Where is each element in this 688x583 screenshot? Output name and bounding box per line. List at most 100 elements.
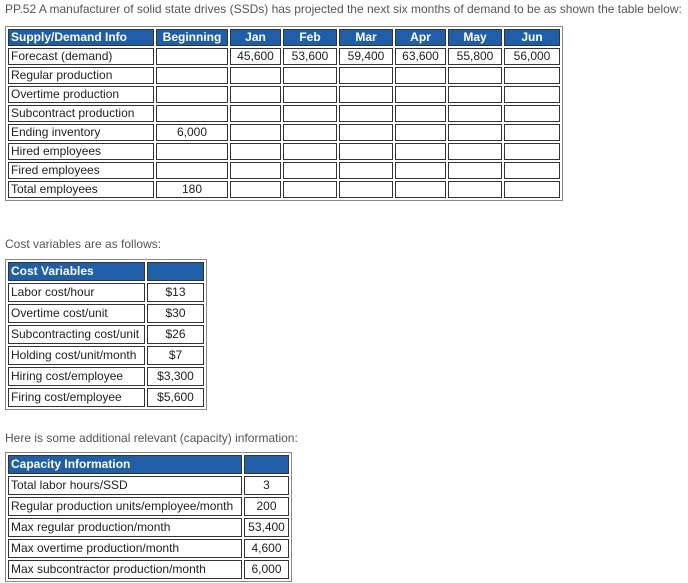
month-cell — [339, 124, 393, 141]
value-cell: $5,600 — [147, 388, 204, 407]
row-label: Overtime production — [8, 86, 154, 103]
month-cell: 53,600 — [283, 48, 337, 65]
row-label: Max regular production/month — [8, 518, 242, 537]
table-row: Labor cost/hour $13 — [8, 283, 204, 302]
table-row: Hired employees — [8, 143, 560, 160]
month-cell — [448, 67, 502, 84]
table-row: Ending inventory 6,000 — [8, 124, 560, 141]
row-label: Total labor hours/SSD — [8, 476, 242, 495]
row-label: Holding cost/unit/month — [8, 346, 145, 365]
cost-table: Cost Variables Labor cost/hour $13 Overtime… — [5, 259, 207, 410]
value-cell: $13 — [147, 283, 204, 302]
month-cell — [395, 67, 446, 84]
beginning-cell — [156, 48, 228, 65]
month-cell — [448, 162, 502, 179]
month-cell: 63,600 — [395, 48, 446, 65]
table-row: Fired employees — [8, 162, 560, 179]
month-cell — [283, 105, 337, 122]
header-cell: Cost Variables — [8, 262, 145, 281]
month-cell — [339, 181, 393, 198]
value-cell: 200 — [244, 497, 289, 516]
value-cell: $7 — [147, 346, 204, 365]
capacity-table: Capacity Information Total labor hours/SS… — [5, 452, 292, 582]
header-cell: Mar — [339, 29, 393, 46]
intro-text: PP.52 A manufacturer of solid state driv… — [5, 2, 682, 16]
table-row: Subcontracting cost/unit $26 — [8, 325, 204, 344]
table-row: Max regular production/month 53,400 — [8, 518, 289, 537]
row-label: Regular production — [8, 67, 154, 84]
month-cell — [230, 143, 281, 160]
capacity-intro-text: Here is some additional relevant (capaci… — [5, 431, 298, 445]
month-cell — [230, 181, 281, 198]
month-cell: 55,800 — [448, 48, 502, 65]
header-cell: May — [448, 29, 502, 46]
table-row: Overtime cost/unit $30 — [8, 304, 204, 323]
value-cell: $30 — [147, 304, 204, 323]
row-label: Max subcontractor production/month — [8, 560, 242, 579]
row-label: Ending inventory — [8, 124, 154, 141]
value-cell: $3,300 — [147, 367, 204, 386]
beginning-cell: 6,000 — [156, 124, 228, 141]
table-row: Total labor hours/SSD 3 — [8, 476, 289, 495]
month-cell — [283, 124, 337, 141]
month-cell — [395, 105, 446, 122]
header-cell: Apr — [395, 29, 446, 46]
table-row: Total employees 180 — [8, 181, 560, 198]
row-label: Fired employees — [8, 162, 154, 179]
month-cell — [230, 86, 281, 103]
header-row: Cost Variables — [8, 262, 204, 281]
table-row: Firing cost/employee $5,600 — [8, 388, 204, 407]
month-cell — [448, 124, 502, 141]
row-label: Subcontract production — [8, 105, 154, 122]
table-row: Max subcontractor production/month 6,000 — [8, 560, 289, 579]
month-cell — [504, 124, 560, 141]
month-cell: 56,000 — [504, 48, 560, 65]
value-cell: 53,400 — [244, 518, 289, 537]
month-cell — [339, 143, 393, 160]
row-label: Hired employees — [8, 143, 154, 160]
month-cell — [283, 181, 337, 198]
table-row: Regular production units/employee/month 2… — [8, 497, 289, 516]
month-cell: 45,600 — [230, 48, 281, 65]
table-row: Regular production — [8, 67, 560, 84]
month-cell — [448, 105, 502, 122]
month-cell — [504, 143, 560, 160]
row-label: Max overtime production/month — [8, 539, 242, 558]
header-row: Supply/Demand Info Beginning Jan Feb Mar Apr M… — [8, 29, 560, 46]
value-cell: $26 — [147, 325, 204, 344]
table-row: Holding cost/unit/month $7 — [8, 346, 204, 365]
table-row: Hiring cost/employee $3,300 — [8, 367, 204, 386]
row-label: Total employees — [8, 181, 154, 198]
row-label: Regular production units/employee/month — [8, 497, 242, 516]
beginning-cell — [156, 67, 228, 84]
month-cell — [230, 105, 281, 122]
table-row: Max overtime production/month 4,600 — [8, 539, 289, 558]
row-label: Overtime cost/unit — [8, 304, 145, 323]
table-row: Forecast (demand) 45,600 53,600 59,400 63,60… — [8, 48, 560, 65]
row-label: Hiring cost/employee — [8, 367, 145, 386]
header-cell: Feb — [283, 29, 337, 46]
month-cell — [448, 181, 502, 198]
month-cell: 59,400 — [339, 48, 393, 65]
table-row: Overtime production — [8, 86, 560, 103]
month-cell — [448, 86, 502, 103]
beginning-cell — [156, 143, 228, 160]
header-cell — [147, 262, 204, 281]
header-cell: Supply/Demand Info — [8, 29, 154, 46]
month-cell — [283, 162, 337, 179]
month-cell — [395, 143, 446, 160]
month-cell — [504, 105, 560, 122]
row-label: Forecast (demand) — [8, 48, 154, 65]
month-cell — [339, 162, 393, 179]
month-cell — [395, 162, 446, 179]
header-cell: Beginning — [156, 29, 228, 46]
header-row: Capacity Information — [8, 455, 289, 474]
value-cell: 6,000 — [244, 560, 289, 579]
value-cell: 3 — [244, 476, 289, 495]
month-cell — [230, 67, 281, 84]
month-cell — [504, 162, 560, 179]
month-cell — [448, 143, 502, 160]
month-cell — [504, 181, 560, 198]
